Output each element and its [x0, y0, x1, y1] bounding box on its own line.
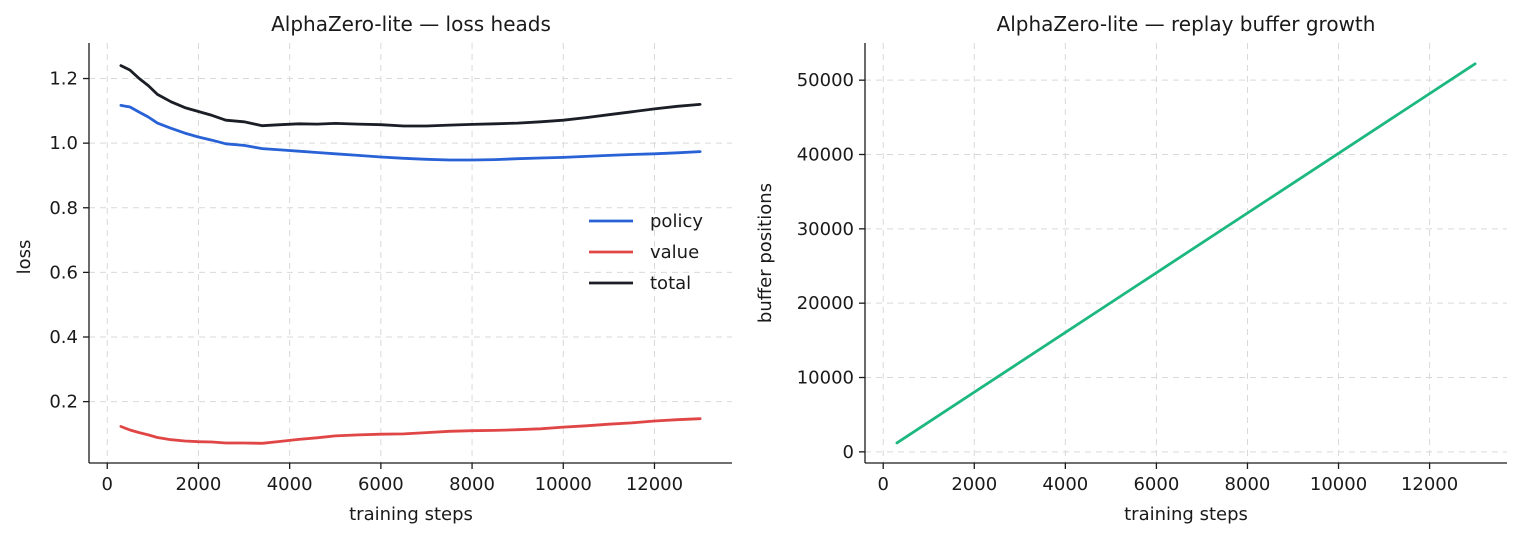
x-tick-label: 12000: [1401, 474, 1458, 495]
x-tick-label: 8000: [449, 474, 495, 495]
y-tick-label: 0.2: [49, 392, 78, 413]
series-line-value: [119, 417, 702, 445]
loss-heads-chart: AlphaZero-lite — loss heads 0 2000 4000 600…: [14, 12, 732, 525]
x-tick-label: 12000: [626, 474, 683, 495]
x-tick-label: 6000: [358, 474, 404, 495]
x-tick-label: 2000: [176, 474, 222, 495]
y-tick-label: 50000: [797, 70, 854, 91]
replay-buffer-chart: AlphaZero-lite — replay buffer growth 0 2…: [755, 12, 1507, 525]
x-tick-label: 4000: [1042, 474, 1088, 495]
chart-title: AlphaZero-lite — replay buffer growth: [997, 12, 1376, 36]
x-tick-label: 6000: [1133, 474, 1179, 495]
y-axis-label: buffer positions: [755, 183, 776, 323]
legend-label-policy: policy: [650, 211, 703, 232]
series-line-policy: [119, 104, 702, 162]
x-tick-label: 0: [102, 474, 113, 495]
x-axis-label: training steps: [1124, 504, 1248, 525]
y-tick-label: 1.2: [49, 69, 78, 90]
y-tick-label: 1.0: [49, 133, 78, 154]
legend-label-total: total: [650, 273, 691, 294]
y-tick-label: 0.6: [49, 262, 78, 283]
series-line-series-0: [895, 62, 1477, 445]
y-axis-label: loss: [14, 240, 35, 275]
series-line-total: [119, 64, 702, 128]
chart-title: AlphaZero-lite — loss heads: [271, 12, 551, 36]
x-tick-label: 10000: [535, 474, 592, 495]
x-tick-label: 0: [877, 474, 888, 495]
y-tick-label: 0: [843, 442, 854, 463]
y-tick-label: 10000: [797, 368, 854, 389]
y-tick-label: 40000: [797, 145, 854, 166]
y-tick-label: 30000: [797, 219, 854, 240]
x-tick-label: 2000: [951, 474, 997, 495]
x-tick-label: 10000: [1310, 474, 1367, 495]
x-tick-label: 8000: [1225, 474, 1271, 495]
legend-label-value: value: [650, 242, 699, 263]
y-tick-label: 0.4: [49, 327, 78, 348]
x-tick-label: 4000: [267, 474, 313, 495]
x-axis-label: training steps: [349, 504, 473, 525]
y-tick-label: 20000: [797, 293, 854, 314]
legend: policy value total: [589, 211, 703, 294]
y-tick-label: 0.8: [49, 198, 78, 219]
